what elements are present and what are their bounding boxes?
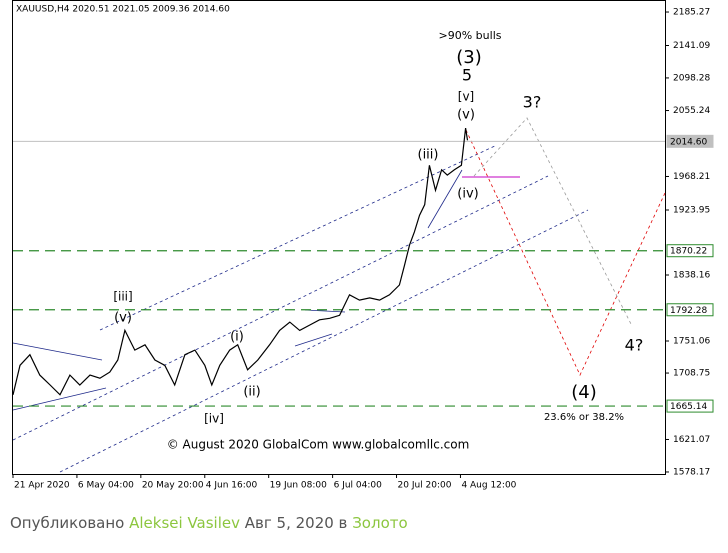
wave-label: [iii] <box>113 290 132 304</box>
wave-label: >90% bulls <box>439 29 502 42</box>
channel-lines <box>12 117 666 473</box>
wave-label: [v] <box>458 90 474 104</box>
wave-label: (iv) <box>457 187 478 202</box>
level-label: 1665.14 <box>670 402 707 412</box>
level-label: 1870.22 <box>670 247 707 257</box>
y-tick-label: 1708.75 <box>673 369 710 379</box>
header: XAUUSD,H4 2020.51 2021.05 2009.36 2014.6… <box>16 5 230 15</box>
y-tick-label: 2141.09 <box>673 41 710 51</box>
wave-label: (v) <box>457 108 475 123</box>
y-tick-label: 2185.27 <box>673 8 710 18</box>
y-tick-label: 2055.24 <box>673 106 710 116</box>
wave-label: (ii) <box>243 385 260 400</box>
level-label: 1792.28 <box>670 306 707 316</box>
footer-prefix: Опубликовано <box>10 514 125 532</box>
x-tick-label: 6 May 04:00 <box>78 481 134 491</box>
wave-label: (v) <box>114 311 132 326</box>
x-tick-label: 6 Jul 04:00 <box>334 481 383 491</box>
y-tick-label: 1838.16 <box>673 271 710 281</box>
y-tick-label: 2098.28 <box>673 73 710 83</box>
wave-label: 4? <box>625 336 644 355</box>
wave-label: 23.6% or 38.2% <box>544 412 624 423</box>
category[interactable]: Золото <box>352 514 408 532</box>
x-tick-label: 4 Aug 12:00 <box>461 481 516 491</box>
x-tick-label: 20 Jul 20:00 <box>398 481 452 491</box>
wave-label: 3? <box>523 93 542 112</box>
wave-label: (i) <box>230 330 244 345</box>
x-tick-label: 4 Jun 16:00 <box>206 481 258 491</box>
watermark: © August 2020 GlobalCom www.globalcomllc… <box>167 438 470 452</box>
y-tick-label: 1578.17 <box>673 467 710 477</box>
level-label: 2014.60 <box>670 137 707 147</box>
y-tick-label: 1923.95 <box>673 206 710 216</box>
date: Авг 5, 2020 в <box>244 514 348 532</box>
x-tick-label: 21 Apr 2020 <box>14 481 70 491</box>
price-line <box>12 128 469 396</box>
wave-label: 5 <box>462 66 472 85</box>
level-tag <box>666 303 714 317</box>
level-tag <box>666 399 714 413</box>
y-tick-label: 1968.21 <box>673 172 710 182</box>
author[interactable]: Aleksei Vasilev <box>129 514 240 532</box>
chart: XAUUSD,H4 2020.51 2021.05 2009.36 2014.6… <box>12 0 714 491</box>
x-tick-label: 20 May 20:00 <box>142 481 204 491</box>
x-tick-label: 19 Jun 08:00 <box>270 481 327 491</box>
wave-label: (3) <box>456 47 482 68</box>
level-tag <box>666 134 714 148</box>
level-tag <box>666 244 714 258</box>
wave-label: [iv] <box>204 412 224 426</box>
footer: Опубликовано Aleksei Vasilev Авг 5, 2020… <box>10 514 408 532</box>
y-tick-label: 1621.07 <box>673 435 710 445</box>
wave-label: (4) <box>571 382 597 403</box>
pattern-lines <box>12 169 463 411</box>
wave-label: (iii) <box>418 148 439 163</box>
plot-frame <box>12 0 666 475</box>
y-tick-label: 1751.06 <box>673 336 710 346</box>
